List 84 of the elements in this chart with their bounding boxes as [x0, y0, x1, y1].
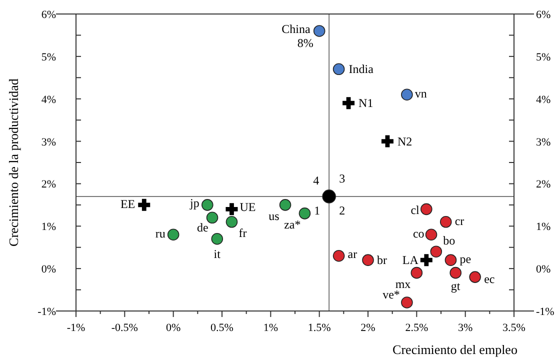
point: [430, 246, 442, 258]
annotation: India: [348, 62, 374, 76]
annotation: ru: [155, 226, 166, 241]
x-tick-label: 0%: [166, 322, 181, 334]
point: [440, 216, 452, 228]
x-tick-label: 0.5%: [210, 322, 234, 334]
x-tick-label: 3%: [458, 322, 473, 334]
y2-tick-label: -1%: [536, 306, 554, 318]
annotation: bo: [443, 234, 456, 248]
y-tick-label: 6%: [41, 9, 56, 21]
x-tick-label: 2%: [360, 322, 376, 334]
point: [381, 135, 394, 148]
annotation: jp: [189, 196, 200, 210]
annotation: vn: [414, 86, 427, 101]
y2-tick-label: 4%: [536, 94, 551, 106]
annotation: fr: [238, 226, 247, 240]
y-tick-label: 2%: [41, 178, 56, 191]
annotation: br: [377, 253, 387, 268]
point: [401, 88, 413, 101]
point: [226, 203, 238, 216]
point: [313, 25, 326, 37]
y-tick-label: 3%: [41, 136, 56, 148]
annotation: us: [268, 208, 280, 223]
x-tick-label: 3.5%: [502, 322, 526, 334]
point: [362, 254, 374, 266]
annotation: pe: [460, 252, 472, 266]
x-tick-label: -1%: [66, 322, 86, 334]
y2-tick-label: 1%: [536, 221, 551, 234]
annotation: de: [196, 220, 208, 235]
y2-tick-label: 3%: [536, 136, 551, 148]
annotation: UE: [240, 200, 256, 214]
point: [211, 232, 224, 245]
point: [202, 199, 214, 211]
y-tick-label: 5%: [41, 51, 56, 64]
point: [206, 212, 218, 224]
point: [450, 266, 462, 279]
x-tick-label: 2.5%: [405, 322, 428, 334]
annotation: China: [282, 22, 311, 36]
point: [279, 199, 292, 211]
y2-tick-label: 2%: [536, 178, 551, 191]
annotation: 2: [339, 203, 346, 218]
x-axis-title: Crecimiento del empleo: [392, 342, 518, 357]
y2-tick-label: 6%: [536, 9, 551, 21]
y-axis-title: Crecimiento de la productividad: [6, 78, 21, 246]
point: [138, 198, 150, 211]
point: [322, 190, 336, 204]
annotation: cr: [454, 214, 464, 228]
point: [420, 254, 432, 266]
annotation: LA: [402, 253, 419, 268]
point: [425, 228, 438, 241]
point: [167, 228, 180, 241]
point: [401, 296, 413, 308]
y-tick-label: 1%: [41, 221, 56, 234]
annotation: cl: [410, 203, 420, 218]
annotation: 4: [313, 173, 320, 188]
point: [444, 254, 457, 266]
y-tick-label: -1%: [38, 306, 56, 318]
annotation: ec: [484, 272, 495, 286]
annotation: co: [412, 226, 424, 241]
point: [469, 271, 481, 283]
annotation: 1: [314, 203, 320, 218]
x-tick-label: -0.5%: [111, 322, 138, 334]
annotation: ar: [348, 246, 358, 261]
point: [420, 203, 432, 216]
annotation: it: [214, 246, 222, 261]
point: [410, 266, 423, 279]
y-tick-label: 0%: [41, 264, 56, 276]
point: [332, 63, 345, 76]
y2-tick-label: 5%: [536, 51, 551, 64]
point: [342, 97, 355, 110]
annotation: gt: [450, 278, 461, 293]
annotation: N2: [397, 134, 412, 148]
x-tick-label: 1%: [263, 322, 278, 334]
annotation: 8%: [297, 36, 314, 50]
y-tick-label: 4%: [41, 94, 56, 106]
point: [332, 250, 345, 262]
point: [226, 216, 238, 228]
annotation: za*: [284, 217, 301, 232]
annotation: 3: [339, 171, 346, 186]
annotation: EE: [120, 196, 136, 211]
annotation: N1: [358, 96, 374, 110]
point: [298, 208, 311, 220]
x-tick-label: 1.5%: [308, 322, 331, 334]
y2-tick-label: 0%: [536, 264, 551, 276]
